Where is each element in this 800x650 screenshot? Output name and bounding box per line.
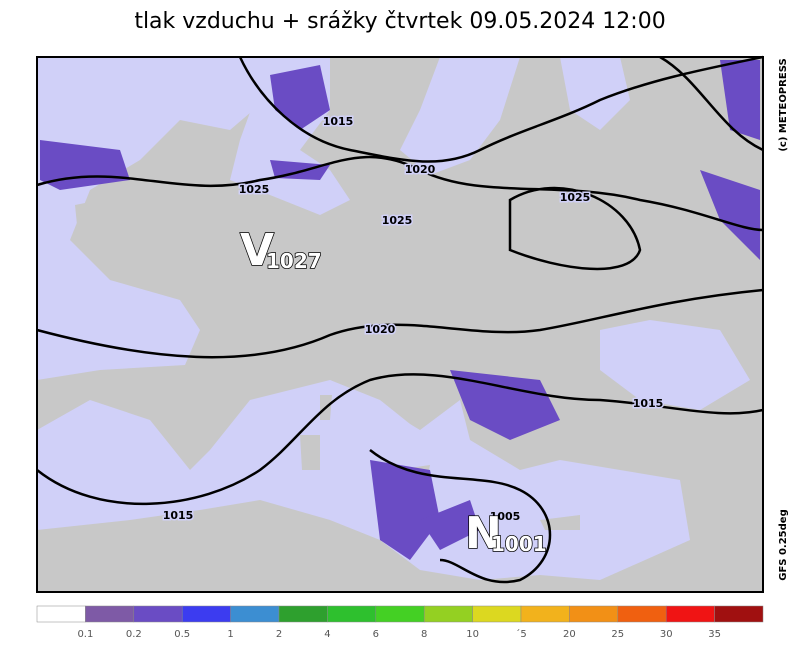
title: tlak vzduchu + srážky čtvrtek 09.05.2024… <box>134 9 665 34</box>
legend-swatch <box>85 605 135 623</box>
legend-swatch <box>714 605 764 623</box>
isobar-label: 1020 <box>365 323 396 336</box>
legend-label: 10 <box>466 629 479 640</box>
legend-swatch <box>230 605 280 623</box>
legend-label: ´5 <box>515 628 526 640</box>
isobar-label: 1025 <box>382 214 413 227</box>
credit: (c) METEOPRESS <box>778 58 789 151</box>
center-value: 1027 <box>266 249 322 273</box>
legend-swatch <box>423 605 473 623</box>
legend-label: 1 <box>227 629 233 640</box>
legend-label: 35 <box>708 629 721 640</box>
isobar-label: 1005 <box>490 510 521 523</box>
isobar-labels: 1015 1020 1025 1025 1025 1020 1015 1015 1005 <box>161 114 665 525</box>
islands <box>75 160 580 530</box>
precipitation <box>40 60 760 560</box>
model-label: GFS 0.25deg <box>778 509 789 581</box>
legend-swatch <box>133 605 183 623</box>
isobar-label: 1015 <box>163 509 194 522</box>
legend-swatch <box>327 605 377 623</box>
center-letter: N <box>465 508 502 559</box>
legend-swatch <box>665 605 715 623</box>
legend-swatch <box>278 605 328 623</box>
legend-swatch <box>472 605 522 623</box>
isobar-label: 1015 <box>323 115 354 128</box>
legend-swatch <box>36 605 86 623</box>
legend-label: 8 <box>421 629 427 640</box>
legend: 0.1 0.2 0.5 1 2 4 6 8 10 ´5 20 25 30 35 <box>36 605 764 640</box>
center-letter: V <box>240 225 274 276</box>
legend-label: 4 <box>324 629 330 640</box>
isobar-label: 1025 <box>239 183 270 196</box>
center-value: 1001 <box>491 532 547 556</box>
legend-label: 0.2 <box>126 629 142 640</box>
isobar-label: 1020 <box>405 163 436 176</box>
isobar-label: 1015 <box>633 397 664 410</box>
legend-label: 0.1 <box>77 629 93 640</box>
legend-swatch <box>617 605 667 623</box>
legend-label: 0.5 <box>174 629 190 640</box>
map-frame <box>36 56 764 593</box>
legend-swatch <box>569 605 619 623</box>
legend-label: 20 <box>563 629 576 640</box>
legend-label: 25 <box>611 629 624 640</box>
legend-label: 6 <box>373 629 379 640</box>
legend-swatch <box>375 605 425 623</box>
isobars <box>36 55 764 584</box>
isobar-label: 1025 <box>560 191 591 204</box>
legend-label: 2 <box>276 629 282 640</box>
legend-swatch <box>181 605 231 623</box>
legend-label: 30 <box>660 629 673 640</box>
legend-swatch <box>520 605 570 623</box>
